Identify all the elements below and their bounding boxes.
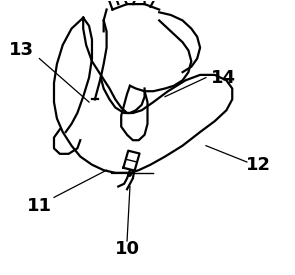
- Text: 12: 12: [246, 156, 271, 174]
- Text: 14: 14: [211, 68, 236, 87]
- Text: 13: 13: [9, 42, 34, 59]
- Text: 10: 10: [114, 240, 140, 258]
- Text: 11: 11: [27, 197, 52, 214]
